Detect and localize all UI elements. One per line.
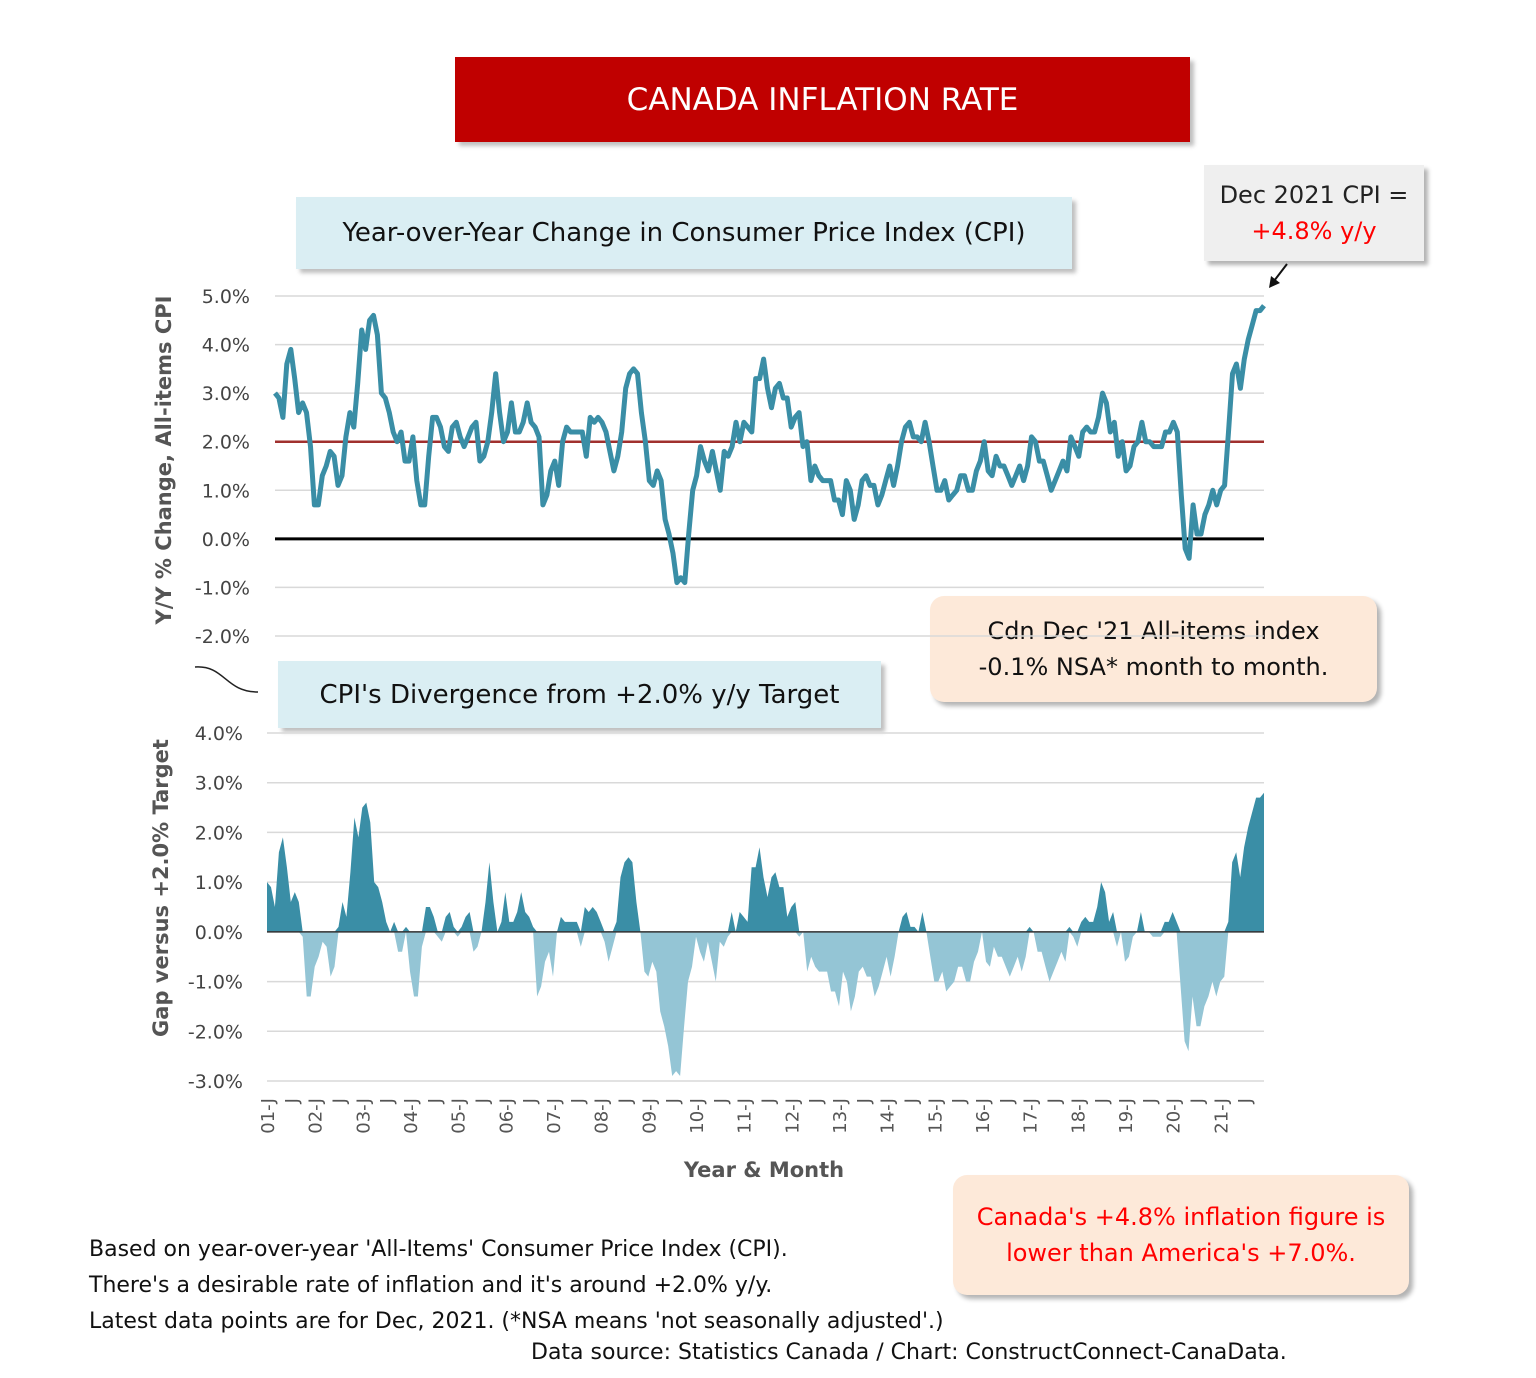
footnotes: Based on year-over-year 'All-Items' Cons… [89, 1232, 944, 1340]
y-tick-label: 4.0% [195, 723, 243, 745]
x-tick-label: J [902, 1098, 923, 1104]
x-tick-label: 14-J [878, 1098, 899, 1134]
x-tick-label: J [473, 1098, 494, 1104]
x-axis-label: Year & Month [683, 1158, 844, 1182]
x-tick-label: 02-J [306, 1098, 327, 1134]
y-tick-label: 1.0% [195, 872, 243, 894]
x-tick-label: J [854, 1098, 875, 1104]
x-tick-label: J [1140, 1098, 1161, 1104]
x-tick-label: J [711, 1098, 732, 1104]
x-tick-label: 06-J [496, 1098, 517, 1134]
x-tick-label: 21-J [1211, 1098, 1232, 1134]
top-chart-subtitle: Year-over-Year Change in Consumer Price … [296, 197, 1072, 269]
y-tick-label: 0.0% [202, 529, 250, 551]
cpi-series-line [273, 304, 1266, 586]
arrow-icon [1269, 263, 1288, 288]
y-tick-label: 3.0% [195, 773, 243, 795]
x-tick-label: J [282, 1098, 303, 1104]
x-tick-label: 17-J [1021, 1098, 1042, 1134]
x-tick-label: 19-J [1116, 1098, 1137, 1134]
y-tick-label: 2.0% [202, 432, 250, 454]
footnote: There's a desirable rate of inflation an… [89, 1273, 773, 1298]
y-tick-label: 0.0% [195, 922, 243, 944]
above-target-area [267, 792, 1264, 932]
y-tick-label: -2.0% [195, 626, 250, 648]
latest-callout-line1: Dec 2021 CPI = [1219, 181, 1409, 209]
y-tick-label: -1.0% [195, 577, 250, 599]
month-to-month-callout: Cdn Dec '21 All-items index -0.1% NSA* m… [930, 596, 1377, 702]
x-tick-label: J [949, 1098, 970, 1104]
x-tick-label: 09-J [639, 1098, 660, 1134]
y-tick-label: -1.0% [188, 972, 243, 994]
y-tick-label: 1.0% [202, 480, 250, 502]
comparison-callout: Canada's +4.8% inflation figure is lower… [953, 1175, 1409, 1295]
bottom-chart: 4.0%3.0%2.0%1.0%0.0%-1.0%-2.0%-3.0%01-J J… [188, 723, 1264, 1134]
x-tick-label: 10-J [687, 1098, 708, 1134]
x-tick-label: 03-J [353, 1098, 374, 1134]
x-tick-label: 18-J [1068, 1098, 1089, 1134]
data-source: Data source: Statistics Canada / Chart: … [531, 1340, 1287, 1365]
below-target-area [267, 931, 1264, 1076]
y-tick-label: -2.0% [188, 1021, 243, 1043]
footnote: Latest data points are for Dec, 2021. (*… [89, 1309, 944, 1334]
x-tick-label: J [1188, 1098, 1209, 1104]
x-tick-label: 07-J [544, 1098, 565, 1134]
x-tick-label: J [425, 1098, 446, 1104]
top-y-axis-label: Y/Y % Change, All-items CPI [152, 296, 176, 626]
compare-callout-line1: Canada's +4.8% inflation figure is [976, 1203, 1386, 1231]
x-tick-label: J [616, 1098, 637, 1104]
y-tick-label: 5.0% [202, 286, 250, 308]
x-tick-label: J [568, 1098, 589, 1104]
x-tick-label: J [806, 1098, 827, 1104]
x-tick-label: 08-J [592, 1098, 613, 1134]
x-tick-label: J [1235, 1098, 1256, 1104]
x-tick-label: 20-J [1164, 1098, 1185, 1134]
connector-curve [194, 666, 259, 693]
x-tick-label: 12-J [782, 1098, 803, 1134]
y-tick-label: 3.0% [202, 383, 250, 405]
x-tick-label: J [997, 1098, 1018, 1104]
x-tick-label: J [759, 1098, 780, 1104]
footnote: Based on year-over-year 'All-Items' Cons… [89, 1237, 788, 1262]
bottom-chart-subtitle: CPI's Divergence from +2.0% y/y Target [278, 661, 881, 728]
x-tick-label: 13-J [830, 1098, 851, 1134]
y-tick-label: 2.0% [195, 822, 243, 844]
x-tick-label: J [1092, 1098, 1113, 1104]
x-tick-label: J [377, 1098, 398, 1104]
x-tick-label: 16-J [973, 1098, 994, 1134]
y-tick-label: -3.0% [188, 1071, 243, 1093]
x-tick-label: J [663, 1098, 684, 1104]
x-tick-label: 15-J [925, 1098, 946, 1134]
x-tick-label: J [520, 1098, 541, 1104]
x-tick-label: J [1045, 1098, 1066, 1104]
x-tick-label: 11-J [735, 1098, 756, 1134]
x-tick-label: 04-J [401, 1098, 422, 1134]
x-tick-label: J [330, 1098, 351, 1104]
x-tick-label: 05-J [449, 1098, 470, 1134]
latest-value-callout: Dec 2021 CPI = +4.8% y/y [1204, 165, 1424, 261]
latest-callout-line2: +4.8% y/y [1251, 217, 1377, 245]
mom-callout-line1: Cdn Dec '21 All-items index [987, 617, 1320, 645]
bottom-y-axis-label: Gap versus +2.0% Target [149, 739, 173, 1037]
mom-callout-line2: -0.1% NSA* month to month. [978, 653, 1329, 681]
x-tick-label: 01-J [258, 1098, 279, 1134]
chart-title: CANADA INFLATION RATE [455, 57, 1190, 142]
y-tick-label: 4.0% [202, 335, 250, 357]
top-chart: 5.0% 4.0% 3.0% 2.0% 1.0% 0.0% -1.0% -2.0% [195, 286, 1266, 648]
compare-callout-line2: lower than America's +7.0%. [1006, 1239, 1356, 1267]
